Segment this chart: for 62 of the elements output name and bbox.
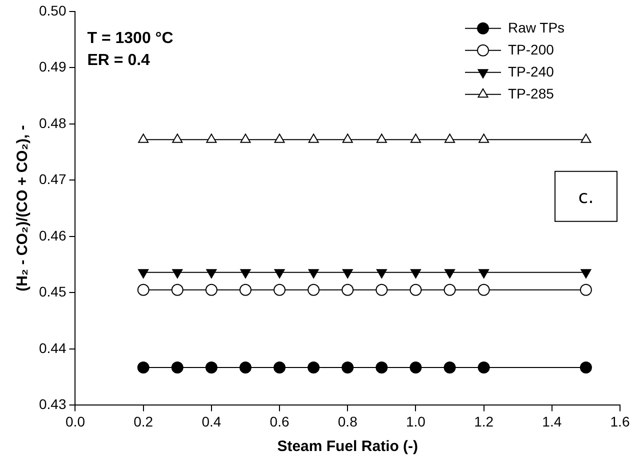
x-tick-label: 1.0 <box>406 413 426 430</box>
point <box>239 362 252 374</box>
point <box>137 362 150 374</box>
x-tick-label: 1.2 <box>474 413 494 430</box>
x-axis-title: Steam Fuel Ratio (-) <box>277 438 418 456</box>
y-tick-label: 0.44 <box>39 340 66 356</box>
point <box>410 362 422 374</box>
point <box>580 134 592 143</box>
point <box>376 134 387 143</box>
point <box>478 134 490 143</box>
legend-label: TP-200 <box>508 41 554 58</box>
y-tick-label: 0.50 <box>39 2 66 18</box>
point <box>342 284 354 296</box>
x-tick-label: 0.6 <box>270 413 290 430</box>
point <box>274 362 286 374</box>
point <box>240 134 251 143</box>
point <box>580 362 592 374</box>
point <box>308 362 320 374</box>
point <box>171 284 184 296</box>
point <box>137 284 150 296</box>
point <box>478 284 490 296</box>
y-tick-label: 0.45 <box>39 284 66 300</box>
point <box>342 134 353 143</box>
point <box>274 134 285 143</box>
point <box>444 284 456 296</box>
legend-label: TP-285 <box>508 85 554 102</box>
annotation: T = 1300 °C <box>87 30 174 47</box>
point <box>138 134 149 143</box>
point <box>205 362 218 374</box>
annotation: c. <box>578 187 594 208</box>
point <box>239 284 252 296</box>
x-tick-label: 0.2 <box>134 413 154 430</box>
y-tick-label: 0.48 <box>39 114 66 131</box>
x-tick-label: 1.4 <box>542 413 562 430</box>
point <box>444 362 456 374</box>
point <box>580 284 592 296</box>
point <box>205 284 218 296</box>
point <box>274 284 286 296</box>
legend-label: TP-240 <box>508 63 554 80</box>
y-tick-label: 0.43 <box>39 396 66 412</box>
point <box>478 362 490 374</box>
point <box>444 134 456 143</box>
point <box>410 134 421 143</box>
point <box>206 134 217 143</box>
point <box>308 134 319 143</box>
y-tick-label: 0.46 <box>39 227 66 244</box>
point <box>376 362 388 374</box>
point <box>308 284 320 296</box>
x-tick-label: 0.0 <box>66 413 86 430</box>
x-tick-label: 0.8 <box>338 413 358 430</box>
point <box>376 284 388 296</box>
y-tick-label: 0.49 <box>39 58 66 75</box>
legend-label: Raw TPs <box>508 19 565 36</box>
y-axis-title: (H₂ - CO₂)/(CO + CO₂), - <box>14 125 32 292</box>
point <box>342 362 354 374</box>
x-tick-label: 0.4 <box>202 413 222 430</box>
point <box>171 362 184 374</box>
x-tick-label: 1.6 <box>610 413 630 430</box>
point <box>172 134 183 143</box>
y-tick-label: 0.47 <box>39 171 66 188</box>
annotation: ER = 0.4 <box>87 52 150 69</box>
point <box>410 284 422 296</box>
